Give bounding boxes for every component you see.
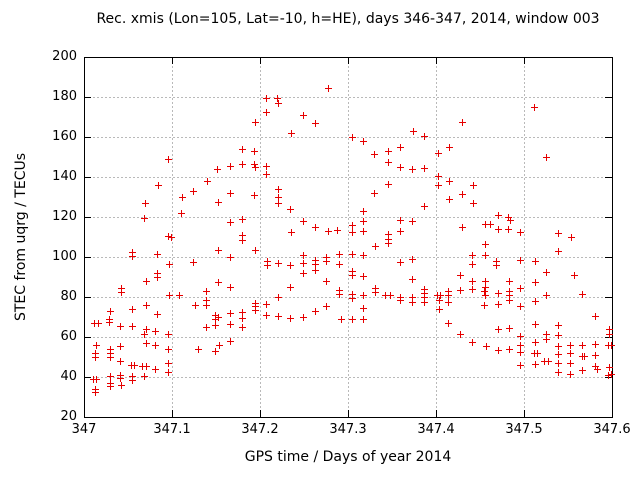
y-tick-label: 160 [52, 129, 77, 144]
y-tick-label: 80 [60, 289, 77, 304]
x-tick-label: 347.6 [593, 422, 631, 437]
x-tick-label: 347.4 [417, 422, 455, 437]
x-tick-label: 347.5 [505, 422, 543, 437]
x-tick-label: 347.3 [329, 422, 367, 437]
y-tick-label: 140 [52, 169, 77, 184]
y-tick-label: 100 [52, 249, 77, 264]
y-tick-label: 20 [60, 409, 77, 424]
y-tick-label: 120 [52, 209, 77, 224]
scatter-points [90, 85, 615, 396]
plot-border [84, 57, 613, 418]
y-tick-label: 40 [60, 369, 77, 384]
y-tick-label: 200 [52, 49, 77, 64]
y-tick-label: 180 [52, 89, 77, 104]
chart-title: Rec. xmis (Lon=105, Lat=-10, h=HE), days… [96, 11, 600, 27]
x-tick-label: 347 [71, 422, 97, 437]
x-tick-label: 347.2 [241, 422, 279, 437]
x-tick-label: 347.1 [153, 422, 191, 437]
x-axis-label: GPS time / Days of year 2014 [244, 449, 452, 465]
y-tick-label: 60 [60, 329, 77, 344]
